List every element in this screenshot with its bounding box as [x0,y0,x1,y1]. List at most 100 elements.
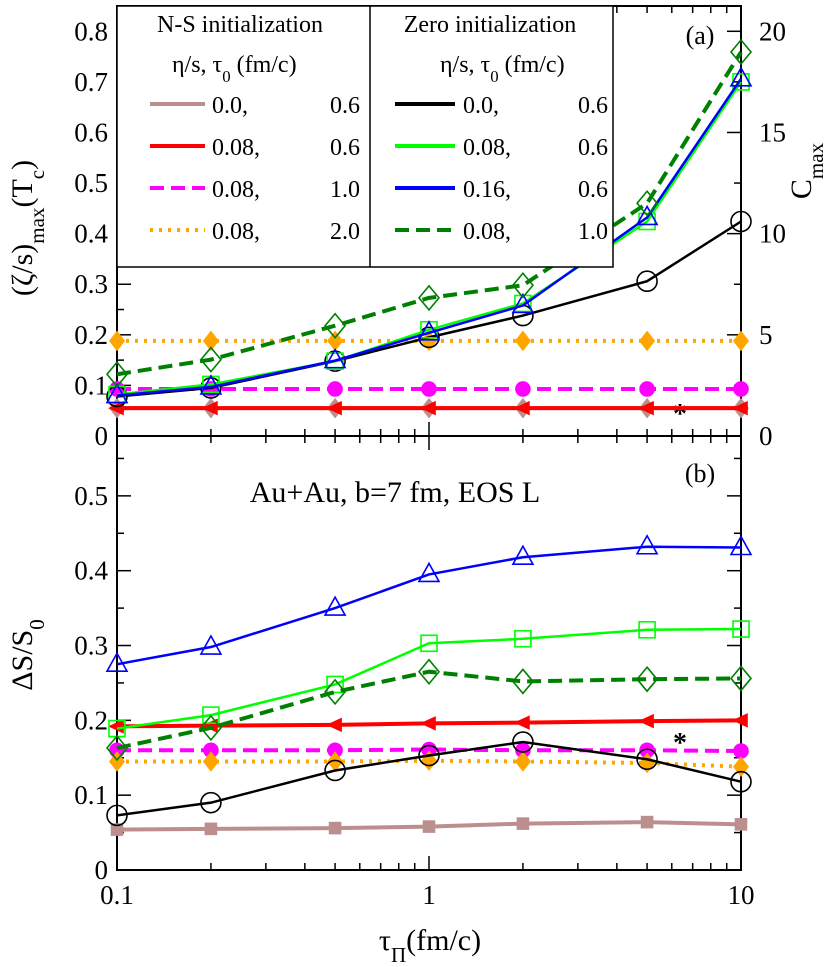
legend-eta-value: 0.08, [212,219,260,245]
y-tick-label: 0.4 [74,556,108,586]
x-axis-title: τΠ(fm/c) [379,924,481,967]
data-point [422,820,436,833]
legend-group-1: Zero initialization η/s, τ0 (fm/c) 0.0, 0.6… [395,12,608,245]
series-zero-6 [105,534,753,673]
y-tick-label: 0.3 [74,631,108,661]
data-point [202,751,219,772]
y-tick-label: 0.3 [74,269,108,299]
data-point [514,400,530,416]
legend-box [116,5,614,268]
data-point [638,400,654,416]
data-point [323,347,347,369]
data-point [323,595,347,616]
data-point [729,534,753,556]
data-point [511,544,535,566]
y-tick-label: 0.4 [74,219,108,249]
data-point [420,634,438,653]
panel-title: Au+Au, b=7 fm, EOS L [250,476,541,509]
x-ticks [116,436,742,870]
series-line [116,81,743,396]
legend-group-title: N-S initialization [157,12,323,38]
data-point [200,791,222,814]
data-point [640,815,654,829]
data-point [512,731,534,753]
y-tick-label: 0.5 [74,168,108,198]
data-point [327,330,344,352]
data-point [202,400,218,416]
data-point [729,665,753,692]
data-point [636,748,658,771]
data-point [105,382,129,404]
data-point [511,668,534,695]
data-point [105,734,129,762]
legend-subtitle: η/s, τ0 (fm/c) [172,52,297,86]
data-point [418,744,440,767]
series-line [116,627,742,730]
data-point [108,330,126,352]
y-ticks-left: 0 0.1 0.2 0.3 0.4 0.5 0.6 0.7 0.8 [74,16,131,451]
data-point [417,658,441,685]
y-tick-label: 0.1 [74,370,108,400]
y-tick-label: 0.7 [74,67,108,97]
y-tick-label: 0.5 [74,481,108,511]
data-point [418,326,440,349]
legend-eta-value: 0.0, [212,93,248,119]
data-point [106,804,128,827]
y-tick-label-right: 15 [759,117,786,147]
data-point [199,346,222,373]
legend-tau-value: 0.6 [578,177,608,203]
data-point [730,210,752,233]
legend-eta-value: 0.16, [463,177,511,203]
data-point [638,713,654,729]
legend: N-S initialization η/s, τ0 (fm/c) 0.0, 0.6 0… [116,5,614,268]
legend-eta-value: 0.08, [463,219,511,245]
data-point [729,38,753,66]
y-tick-label: 0.2 [74,320,108,350]
data-point [732,330,750,352]
data-point [636,665,659,693]
data-point [108,400,124,416]
legend-tau-value: 1.0 [578,219,608,245]
data-point [636,190,659,217]
legend-subtitle: η/s, τ0 (fm/c) [440,52,565,86]
legend-eta-value: 0.08, [463,135,511,161]
data-point [324,759,346,782]
series-line [116,740,742,817]
annotation-star: * [673,399,687,430]
series-n-s-3 [108,750,750,778]
data-point [326,675,344,694]
series-n-s-2 [109,741,749,759]
data-point [639,330,656,352]
legend-eta-value: 0.0, [463,93,499,119]
data-point [732,400,748,416]
series-zero-7 [105,38,753,388]
panel-tag: (a) [686,21,715,50]
legend-group-0: N-S initialization η/s, τ0 (fm/c) 0.0, 0.6 0… [150,12,360,245]
data-point [110,823,124,836]
series-line [116,545,742,666]
y-tick-label-right: 10 [759,219,786,249]
legend-tau-value: 0.6 [330,135,360,161]
series-zero-7 [105,658,753,762]
series-n-s-1 [108,400,748,416]
series-n-s-1 [108,713,748,734]
legend-eta-value: 0.08, [212,177,260,203]
x-tick-label: 10 [728,880,755,910]
data-point [326,717,342,733]
data-point [730,770,752,793]
series-line [116,669,742,750]
data-point [202,330,219,352]
data-point [421,381,437,397]
data-point [511,271,534,299]
series-line [116,50,743,377]
data-point [417,561,441,583]
data-point [516,817,530,830]
data-point [511,292,535,314]
y-tick-label: 0.1 [74,780,108,810]
data-point [324,678,347,706]
data-point [636,270,658,293]
data-point [327,381,343,397]
y-axis-label-left: ΔS/S0 [6,619,49,691]
legend-group-title: Zero initialization [404,12,577,38]
x-tick-label: 0.1 [100,880,134,910]
